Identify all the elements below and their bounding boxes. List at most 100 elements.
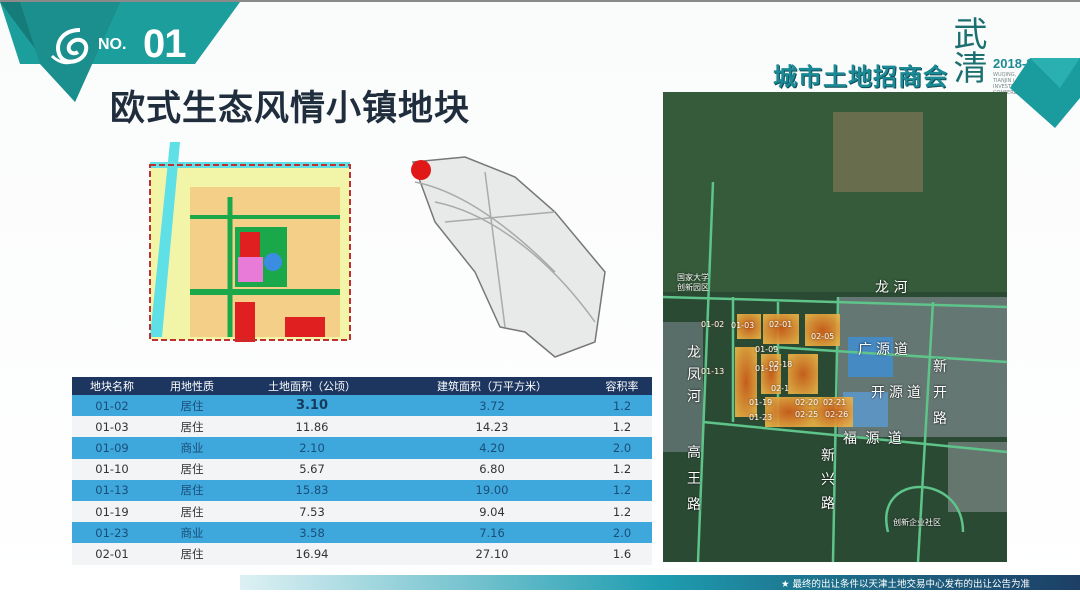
plot-label: 01-03 (731, 321, 755, 330)
footer-bar (240, 575, 1080, 590)
table-cell: 商业 (152, 522, 232, 544)
brand-subtitle: WUQING, TIANJIN LAND INVESTMENT CONFEREN… (993, 72, 1028, 96)
plot-label: 01-19 (749, 398, 773, 407)
plot-label: 01-09 (755, 345, 779, 354)
table-row: 01-02 居住 3.10 3.72 1.2 (72, 395, 652, 417)
table-cell: 7.16 (392, 522, 592, 544)
table-cell: 商业 (152, 437, 232, 459)
table-cell: 2.0 (592, 522, 652, 544)
road-label: 新兴路 (821, 444, 835, 516)
plot-label: 02-1 (771, 384, 790, 393)
road-label: 开源道 (871, 385, 925, 401)
plot-label: 02-20 (795, 398, 819, 407)
road-char: 龙 (687, 345, 701, 361)
number-prefix: NO. (98, 36, 127, 53)
road-label: 福 源 道 (843, 431, 904, 447)
road-char: 兴 (821, 472, 835, 488)
table-cell: 1.2 (592, 500, 652, 523)
table-cell: 01-10 (72, 458, 152, 480)
road-label: 广源道 (858, 342, 912, 358)
table-cell: 1.6 (592, 543, 652, 565)
area-label: 国家大学 (677, 273, 709, 282)
road-char: 路 (687, 497, 701, 513)
road-label: 龙 河 (875, 280, 908, 296)
table-cell: 3.72 (392, 395, 592, 417)
table-row: 01-13 居住 15.83 19.00 1.2 (72, 479, 652, 501)
table-cell: 居住 (152, 500, 232, 523)
road-char: 高 (687, 445, 701, 461)
area-label: 创新企业社区 (893, 518, 941, 527)
table-cell: 居住 (152, 479, 232, 501)
satellite-map: 国家大学 创新园区 创新企业社区 龙 河 龙凤河 广源道 开源道 福 源 道 新… (663, 92, 1007, 562)
table-cell: 16.94 (232, 543, 392, 565)
table-cell: 居住 (152, 395, 232, 417)
table-row: 02-01 居住 16.94 27.10 1.6 (72, 543, 652, 565)
plot-table: 地块名称 用地性质 土地面积（公顷） 建筑面积（万平方米） 容积率 01-02 居… (72, 377, 652, 565)
road-char: 河 (687, 389, 701, 405)
road-label: 龙凤河 (687, 342, 701, 408)
road-char: 新 (933, 359, 947, 375)
table-cell: 6.80 (392, 458, 592, 480)
table-cell: 7.53 (232, 500, 392, 523)
number-value: 01 (143, 22, 186, 66)
table-row: 01-09 商业 2.10 4.20 2.0 (72, 437, 652, 459)
plot-label: 02-05 (811, 332, 835, 341)
col-header: 容积率 (592, 377, 652, 395)
table-cell: 19.00 (392, 479, 592, 501)
planning-map (149, 142, 351, 342)
plot-label: 02-01 (769, 320, 793, 329)
table-row: 01-10 居住 5.67 6.80 1.2 (72, 458, 652, 480)
location-map (411, 156, 606, 358)
table-cell: 居住 (152, 416, 232, 438)
table-cell: 02-01 (72, 543, 152, 565)
table-cell: 11.86 (232, 416, 392, 438)
plot-label: 01-13 (701, 367, 725, 376)
col-header: 土地面积（公顷） (232, 377, 392, 395)
road-char: 路 (933, 411, 947, 427)
road-char: 凤 (687, 367, 701, 383)
table-cell: 27.10 (392, 543, 592, 565)
table-cell: 1.2 (592, 416, 652, 438)
table-cell: 居住 (152, 543, 232, 565)
table-cell: 14.23 (392, 416, 592, 438)
road-label: 新开路 (933, 354, 947, 432)
table-cell: 01-13 (72, 479, 152, 501)
table-cell: 01-19 (72, 500, 152, 523)
table-cell: 5.67 (232, 458, 392, 480)
road-char: 新 (821, 448, 835, 464)
corner-decoration (1010, 58, 1080, 128)
area-label: 创新园区 (677, 283, 709, 292)
table-cell: 2.0 (592, 437, 652, 459)
footer-note: ★ 最终的出让条件以天津土地交易中心发布的出让公告为准 (780, 579, 1030, 590)
location-marker-icon (411, 160, 431, 180)
plot-label: 02-26 (825, 410, 849, 419)
road-char: 王 (687, 471, 701, 487)
road-char: 路 (821, 496, 835, 512)
plot-label: 01-10 (755, 364, 779, 373)
table-cell: 9.04 (392, 500, 592, 523)
table-header: 地块名称 用地性质 土地面积（公顷） 建筑面积（万平方米） 容积率 (72, 377, 652, 395)
table-cell: 2.10 (232, 437, 392, 459)
table-cell: 15.83 (232, 479, 392, 501)
swirl-logo-icon (50, 28, 89, 65)
plot-label: 02-25 (795, 410, 819, 419)
table-cell: 01-03 (72, 416, 152, 438)
brand-calligraphy: 武清 (947, 16, 987, 84)
table-row: 01-23 商业 3.58 7.16 2.0 (72, 522, 652, 544)
col-header: 用地性质 (152, 377, 232, 395)
page-title: 欧式生态风情小镇地块 (110, 89, 471, 129)
table-cell: 3.10 (232, 395, 392, 417)
table-cell: 4.20 (392, 437, 592, 459)
table-cell: 3.58 (232, 522, 392, 544)
col-header: 地块名称 (72, 377, 152, 395)
table-row: 01-19 居住 7.53 9.04 1.2 (72, 500, 652, 523)
col-header: 建筑面积（万平方米） (392, 377, 592, 395)
road-label: 高王路 (687, 440, 701, 518)
road-char: 开 (933, 385, 947, 401)
plot-label: 02-18 (769, 360, 793, 369)
plot-label: 01-02 (701, 320, 725, 329)
table-cell: 01-23 (72, 522, 152, 544)
plot-label: 02-21 (823, 398, 847, 407)
table-cell: 01-09 (72, 437, 152, 459)
